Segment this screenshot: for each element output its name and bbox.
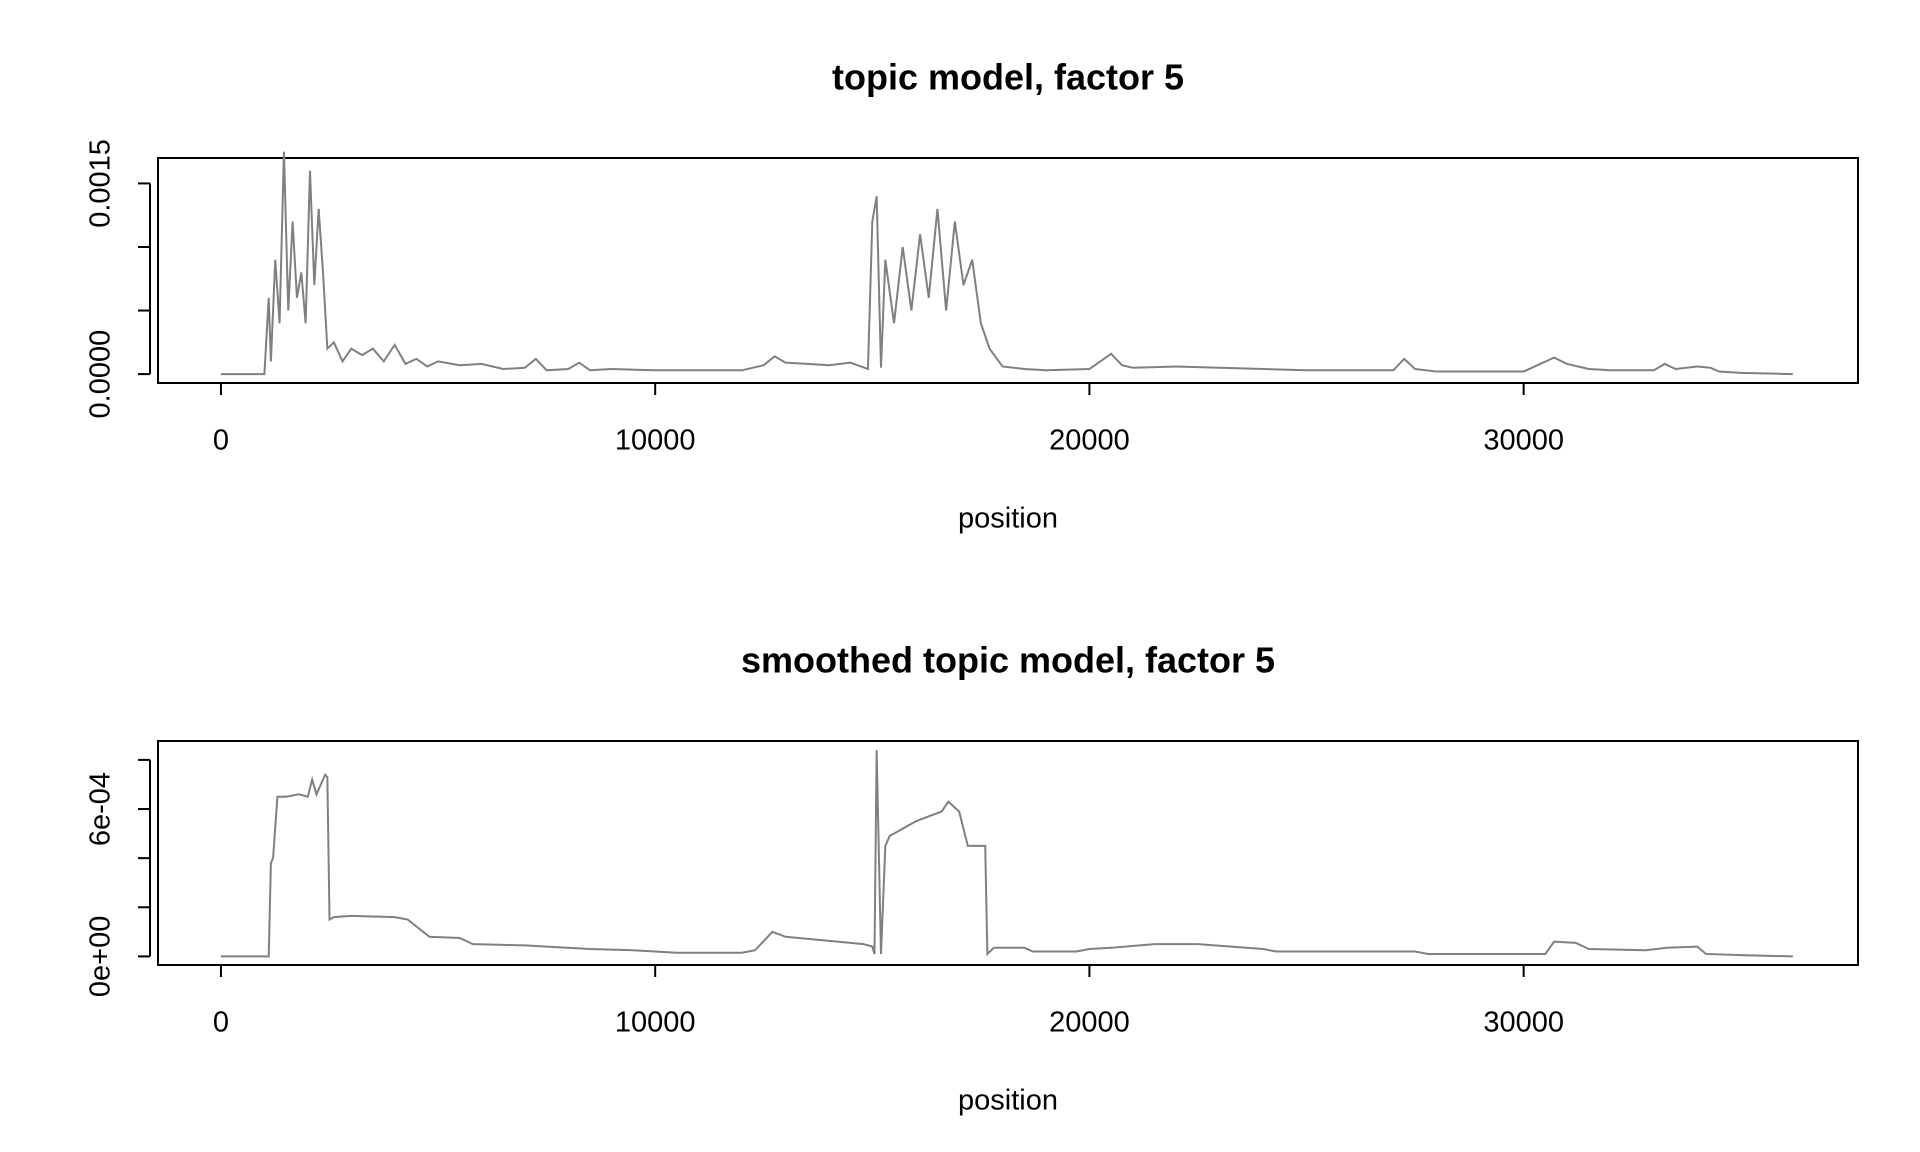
x-tick-label: 20000 (1049, 1007, 1130, 1039)
plot-frame (157, 740, 1859, 966)
x-axis-label: position (958, 1085, 1058, 1117)
x-tick-label: 20000 (1049, 425, 1130, 457)
x-tick-label: 30000 (1483, 1007, 1564, 1039)
x-axis-label: position (958, 503, 1058, 535)
x-tick-label: 10000 (615, 425, 696, 457)
plot-frame (157, 157, 1859, 384)
x-tick-label: 0 (213, 425, 229, 457)
x-tick-label: 30000 (1483, 425, 1564, 457)
chart-title: smoothed topic model, factor 5 (741, 640, 1275, 681)
data-line (220, 151, 1793, 376)
x-tick-label: 10000 (615, 1007, 696, 1039)
chart-title: topic model, factor 5 (832, 57, 1184, 98)
y-tick-label: 6e-04 (85, 772, 117, 846)
x-tick-label: 0 (213, 1007, 229, 1039)
data-line (220, 750, 1793, 958)
y-tick-label: 0e+00 (85, 916, 117, 997)
y-tick-label: 0.0000 (85, 330, 117, 419)
y-tick-label: 0.0015 (85, 139, 117, 228)
